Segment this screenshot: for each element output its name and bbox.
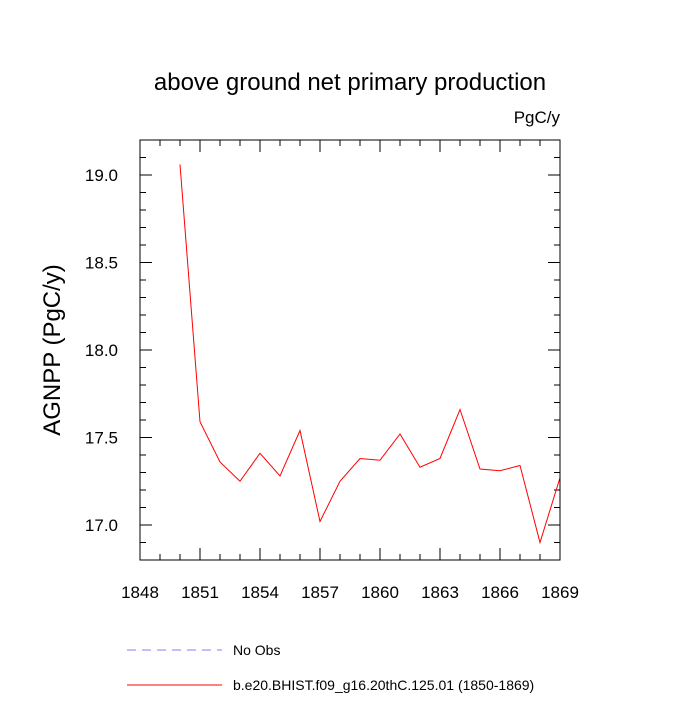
x-tick-label: 1863 — [421, 583, 459, 602]
ticks-layer — [139, 139, 561, 561]
legend-label: No Obs — [233, 642, 280, 658]
x-tick-label: 1851 — [181, 583, 219, 602]
y-tick-label: 18.5 — [85, 254, 118, 273]
plot-layer — [179, 164, 561, 545]
y-tick-label: 17.0 — [85, 516, 118, 535]
chart-title: above ground net primary production — [154, 69, 546, 96]
series-line-0 — [179, 164, 561, 545]
plot-frame — [139, 139, 561, 561]
x-tick-label: 1869 — [541, 583, 579, 602]
y-tick-label: 18.0 — [85, 341, 118, 360]
y-axis-label: AGNPP (PgC/y) — [39, 264, 66, 436]
y-tick-label: 19.0 — [85, 166, 118, 185]
x-tick-label: 1857 — [301, 583, 339, 602]
x-tick-label: 1848 — [121, 583, 159, 602]
legend: No Obs b.e20.BHIST.f09_g16.20thC.125.01 (… — [127, 642, 534, 693]
tick-labels-layer: 1848 1851 1854 1857 1860 1863 1866 1869 17.0 17.5… — [85, 166, 579, 602]
y-tick-label: 17.5 — [85, 429, 118, 448]
legend-label: b.e20.BHIST.f09_g16.20thC.125.01 (1850-1… — [233, 677, 534, 693]
x-tick-label: 1866 — [481, 583, 519, 602]
units-label: PgC/y — [514, 108, 561, 127]
x-tick-label: 1854 — [241, 583, 279, 602]
x-tick-label: 1860 — [361, 583, 399, 602]
